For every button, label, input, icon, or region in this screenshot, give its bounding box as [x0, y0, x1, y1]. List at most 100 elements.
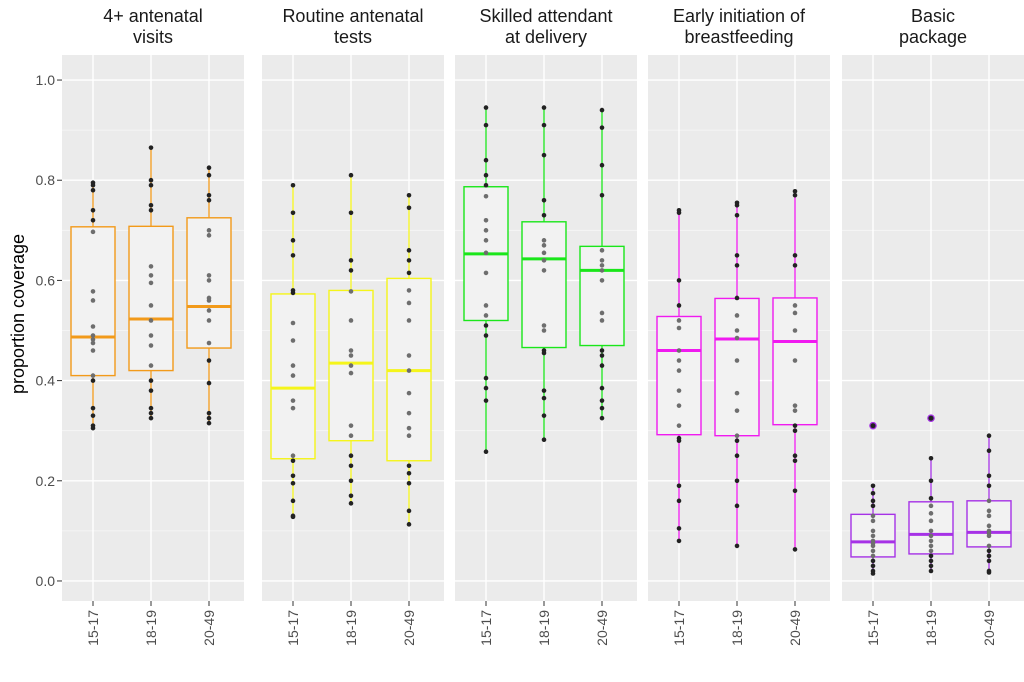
data-point — [541, 323, 547, 328]
data-point — [870, 563, 876, 569]
data-point — [599, 248, 605, 253]
data-point — [406, 300, 412, 306]
data-point — [599, 278, 605, 283]
data-point — [348, 433, 354, 438]
data-point — [483, 193, 489, 199]
data-point — [483, 270, 489, 276]
data-point — [348, 423, 354, 428]
data-point — [599, 353, 605, 358]
data-point — [483, 157, 489, 163]
data-point — [483, 250, 489, 256]
data-point — [870, 571, 876, 576]
data-point — [148, 333, 154, 338]
data-point — [148, 264, 154, 269]
data-point — [986, 533, 992, 539]
data-point — [792, 188, 798, 194]
data-point — [148, 405, 154, 411]
y-tick-label: 0.0 — [36, 573, 56, 589]
data-point — [348, 493, 354, 499]
data-point — [870, 543, 876, 549]
data-point — [928, 518, 934, 524]
x-tick-label: 20-49 — [201, 610, 217, 646]
data-point — [986, 548, 992, 554]
data-point — [792, 310, 798, 316]
data-point — [928, 528, 934, 534]
data-point — [792, 408, 798, 413]
data-point — [290, 290, 296, 296]
data-point — [676, 210, 682, 216]
data-point — [541, 413, 547, 418]
data-point — [206, 233, 212, 238]
data-point — [676, 348, 682, 353]
box — [850, 421, 896, 576]
data-point — [483, 323, 489, 328]
data-point — [148, 273, 154, 278]
data-point — [928, 503, 934, 509]
data-point — [348, 370, 354, 376]
data-point — [206, 318, 212, 323]
data-point — [541, 238, 547, 243]
data-point — [348, 268, 354, 273]
data-point — [406, 410, 412, 416]
data-point — [599, 405, 605, 411]
data-point — [406, 463, 412, 469]
data-point — [483, 218, 489, 223]
data-point — [986, 498, 992, 504]
data-point — [870, 491, 876, 496]
data-point — [541, 388, 547, 393]
data-point — [290, 363, 296, 368]
data-point — [406, 470, 412, 476]
data-point — [986, 483, 992, 489]
data-point — [290, 253, 296, 258]
data-point — [599, 107, 605, 113]
data-point — [148, 182, 154, 188]
data-point — [676, 438, 682, 444]
data-point — [90, 378, 96, 383]
data-point — [290, 320, 296, 326]
data-point — [206, 358, 212, 363]
data-point — [676, 403, 682, 408]
facet-title: package — [899, 27, 967, 47]
data-point — [928, 533, 934, 539]
data-point — [541, 350, 547, 356]
data-point — [90, 207, 96, 213]
facet-title: tests — [334, 27, 372, 47]
data-point — [792, 303, 798, 308]
data-point — [290, 373, 296, 378]
data-point — [90, 340, 96, 346]
box-body — [128, 225, 174, 372]
data-point — [90, 324, 96, 329]
data-point — [406, 368, 412, 373]
data-point — [148, 378, 154, 383]
data-point — [148, 318, 154, 323]
box — [579, 107, 625, 421]
data-point — [928, 478, 934, 484]
data-point — [986, 543, 992, 549]
data-point — [734, 390, 740, 396]
data-point — [148, 145, 154, 150]
data-point — [928, 568, 934, 574]
data-point — [928, 538, 934, 544]
data-point — [290, 210, 296, 216]
data-point — [734, 358, 740, 363]
data-point — [90, 289, 96, 294]
data-point — [483, 105, 489, 110]
data-point — [148, 280, 154, 286]
data-point — [792, 358, 798, 363]
data-point — [90, 187, 96, 193]
data-point — [348, 348, 354, 353]
data-point — [734, 438, 740, 444]
data-point — [406, 433, 412, 438]
data-point — [870, 503, 876, 509]
facet-title: Skilled attendant — [479, 6, 612, 26]
data-point — [348, 353, 354, 358]
data-point — [206, 380, 212, 386]
data-point — [928, 496, 934, 501]
x-tick-label: 20-49 — [594, 610, 610, 646]
data-point — [406, 270, 412, 276]
data-point — [483, 122, 489, 128]
data-point — [792, 263, 798, 268]
